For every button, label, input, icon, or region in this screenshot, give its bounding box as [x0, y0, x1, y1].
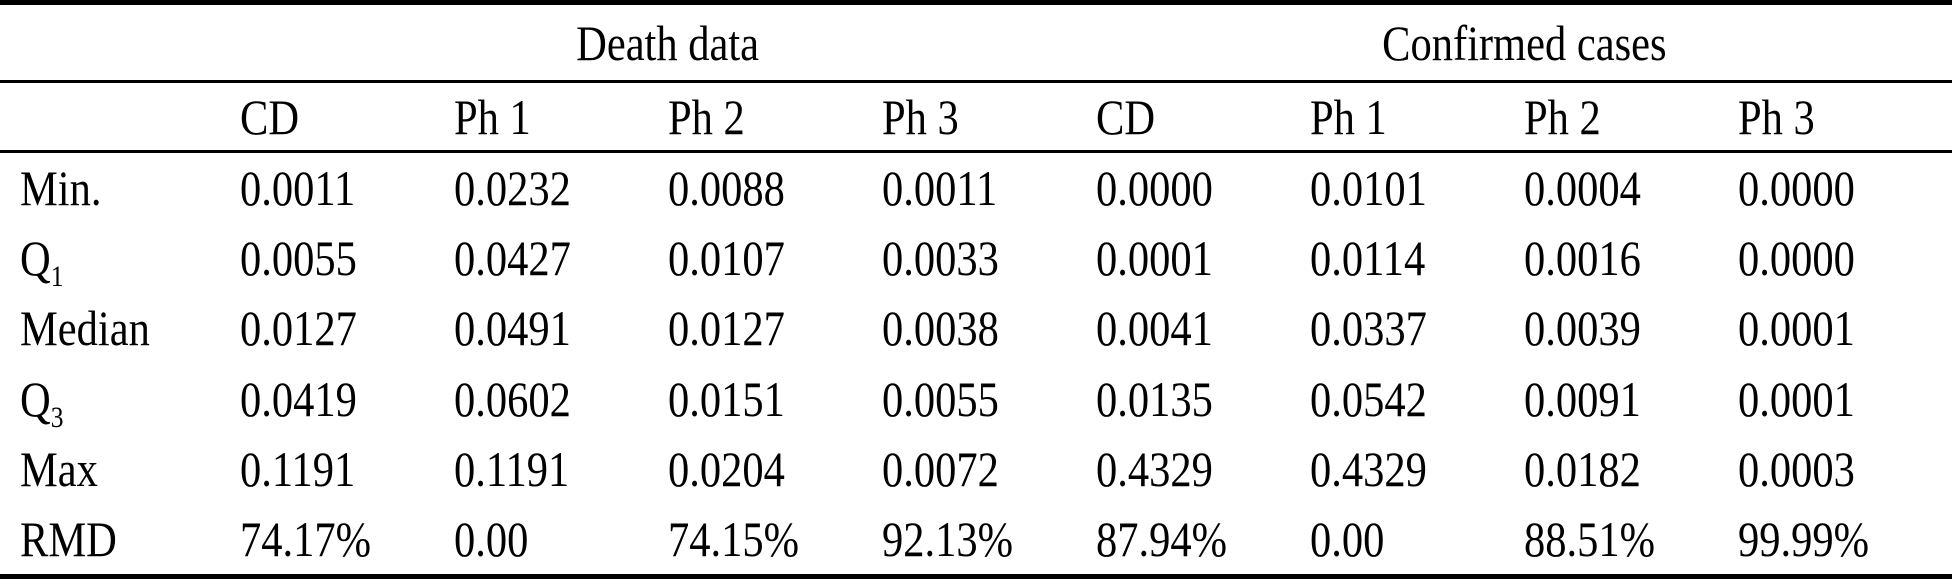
table-cell: 0.0033 — [882, 230, 999, 287]
table-cell: 0.0542 — [1310, 370, 1427, 427]
column-header-death-ph2: Ph 2 — [668, 88, 745, 145]
table-cell: 0.0127 — [240, 300, 357, 357]
table-cell: 0.0016 — [1524, 230, 1641, 287]
table-cell: 0.0182 — [1524, 440, 1641, 497]
bottom-rule — [0, 574, 1952, 580]
row-label-rmd: RMD — [0, 504, 240, 574]
table-cell: 0.0000 — [1096, 160, 1213, 217]
mid-rule-lower — [0, 150, 1952, 153]
table-cell: 0.0011 — [240, 160, 356, 217]
table-cell: 0.0427 — [454, 230, 571, 287]
group-header-label: Confirmed cases — [1381, 14, 1667, 71]
table-cell: 0.0055 — [882, 370, 999, 427]
table-cell: 0.0000 — [1738, 230, 1855, 287]
table-cell: 0.0135 — [1096, 370, 1213, 427]
column-header-spacer — [0, 83, 240, 150]
row-label-subscript: 1 — [50, 260, 64, 294]
table-cell: 0.0001 — [1738, 370, 1855, 427]
group-header-death-data: Death data — [240, 5, 1096, 80]
group-header-label: Death data — [576, 14, 760, 71]
table-cell: 74.15% — [668, 511, 800, 568]
table-cell: 0.4329 — [1096, 440, 1213, 497]
row-label-text: Max — [20, 440, 98, 497]
row-label-q3: Q3 — [0, 364, 240, 434]
table-cell: 0.0232 — [454, 160, 571, 217]
table-cell: 0.0107 — [668, 230, 785, 287]
table-cell: 0.0602 — [454, 370, 571, 427]
table-cell: 0.0072 — [882, 440, 999, 497]
table-cell: 87.94% — [1096, 511, 1228, 568]
table-cell: 0.0491 — [454, 300, 571, 357]
table-cell: 0.0004 — [1524, 160, 1641, 217]
table-cell: 0.0204 — [668, 440, 785, 497]
table-cell: 0.0038 — [882, 300, 999, 357]
column-header-confirmed-ph2: Ph 2 — [1524, 88, 1601, 145]
row-label-subscript: 3 — [50, 400, 64, 434]
table-cell: 0.00 — [454, 511, 529, 568]
table-cell: 0.0151 — [668, 370, 785, 427]
column-header-confirmed-ph1: Ph 1 — [1310, 88, 1387, 145]
table-cell: 0.0419 — [240, 370, 357, 427]
row-label-text: Q — [20, 230, 51, 287]
column-header-death-cd: CD — [240, 88, 300, 145]
group-header-confirmed-cases: Confirmed cases — [1096, 5, 1952, 80]
table-cell: 0.4329 — [1310, 440, 1427, 497]
row-label-text: Q — [20, 370, 51, 427]
table-cell: 0.0337 — [1310, 300, 1427, 357]
table-cell: 0.0055 — [240, 230, 357, 287]
row-label-q1: Q1 — [0, 223, 240, 293]
table-cell: 0.0088 — [668, 160, 785, 217]
table-cell: 0.0000 — [1738, 160, 1855, 217]
table-cell: 0.00 — [1310, 511, 1385, 568]
row-label-text: Min. — [20, 160, 102, 217]
row-label-text: Median — [20, 300, 150, 357]
row-label-min: Min. — [0, 153, 240, 223]
table-cell: 74.17% — [240, 511, 372, 568]
table-grid: Death data Confirmed cases CD Ph 1 Ph 2 … — [0, 5, 1952, 574]
column-header-confirmed-ph3: Ph 3 — [1738, 88, 1815, 145]
table-cell: 0.0011 — [882, 160, 998, 217]
row-label-text: RMD — [20, 511, 117, 568]
table-cell: 88.51% — [1524, 511, 1656, 568]
table-cell: 0.0101 — [1310, 160, 1427, 217]
table-cell: 0.1191 — [454, 440, 570, 497]
table-cell: 0.0001 — [1096, 230, 1213, 287]
column-header-confirmed-cd: CD — [1096, 88, 1156, 145]
table-cell: 0.0001 — [1738, 300, 1855, 357]
table-cell: 0.1191 — [240, 440, 356, 497]
table-cell: 92.13% — [882, 511, 1014, 568]
column-header-death-ph3: Ph 3 — [882, 88, 959, 145]
column-header-death-ph1: Ph 1 — [454, 88, 531, 145]
corner-spacer — [0, 5, 240, 80]
top-rule — [0, 0, 1952, 5]
table-cell: 0.0041 — [1096, 300, 1213, 357]
table-cell: 0.0039 — [1524, 300, 1641, 357]
table-cell: 0.0127 — [668, 300, 785, 357]
row-label-max: Max — [0, 434, 240, 504]
table-cell: 0.0091 — [1524, 370, 1641, 427]
mid-rule-upper — [0, 80, 1952, 83]
row-label-median: Median — [0, 293, 240, 363]
table-cell: 0.0003 — [1738, 440, 1855, 497]
table-cell: 0.0114 — [1310, 230, 1426, 287]
table-cell: 99.99% — [1738, 511, 1870, 568]
